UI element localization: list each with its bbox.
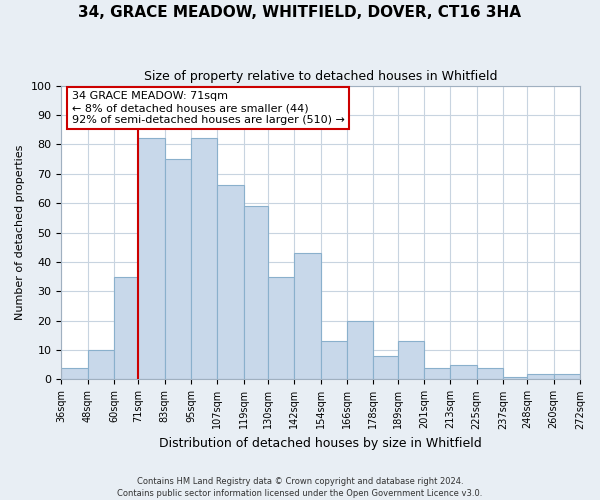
- Bar: [268, 276, 294, 380]
- Bar: [373, 356, 398, 380]
- Text: 34, GRACE MEADOW, WHITFIELD, DOVER, CT16 3HA: 34, GRACE MEADOW, WHITFIELD, DOVER, CT16…: [79, 5, 521, 20]
- Bar: [503, 376, 527, 380]
- Bar: [217, 186, 244, 380]
- X-axis label: Distribution of detached houses by size in Whitfield: Distribution of detached houses by size …: [159, 437, 482, 450]
- Bar: [244, 206, 268, 380]
- Bar: [347, 320, 373, 380]
- Title: Size of property relative to detached houses in Whitfield: Size of property relative to detached ho…: [144, 70, 497, 83]
- Bar: [451, 365, 476, 380]
- Text: 34 GRACE MEADOW: 71sqm
← 8% of detached houses are smaller (44)
92% of semi-deta: 34 GRACE MEADOW: 71sqm ← 8% of detached …: [71, 92, 344, 124]
- Y-axis label: Number of detached properties: Number of detached properties: [15, 145, 25, 320]
- Bar: [320, 341, 347, 380]
- Bar: [424, 368, 451, 380]
- Bar: [554, 374, 580, 380]
- Bar: [476, 368, 503, 380]
- Bar: [61, 368, 88, 380]
- Bar: [398, 341, 424, 380]
- Text: Contains HM Land Registry data © Crown copyright and database right 2024.
Contai: Contains HM Land Registry data © Crown c…: [118, 476, 482, 498]
- Bar: [114, 276, 138, 380]
- Bar: [294, 253, 320, 380]
- Bar: [164, 159, 191, 380]
- Bar: [138, 138, 164, 380]
- Bar: [88, 350, 114, 380]
- Bar: [527, 374, 554, 380]
- Bar: [191, 138, 217, 380]
